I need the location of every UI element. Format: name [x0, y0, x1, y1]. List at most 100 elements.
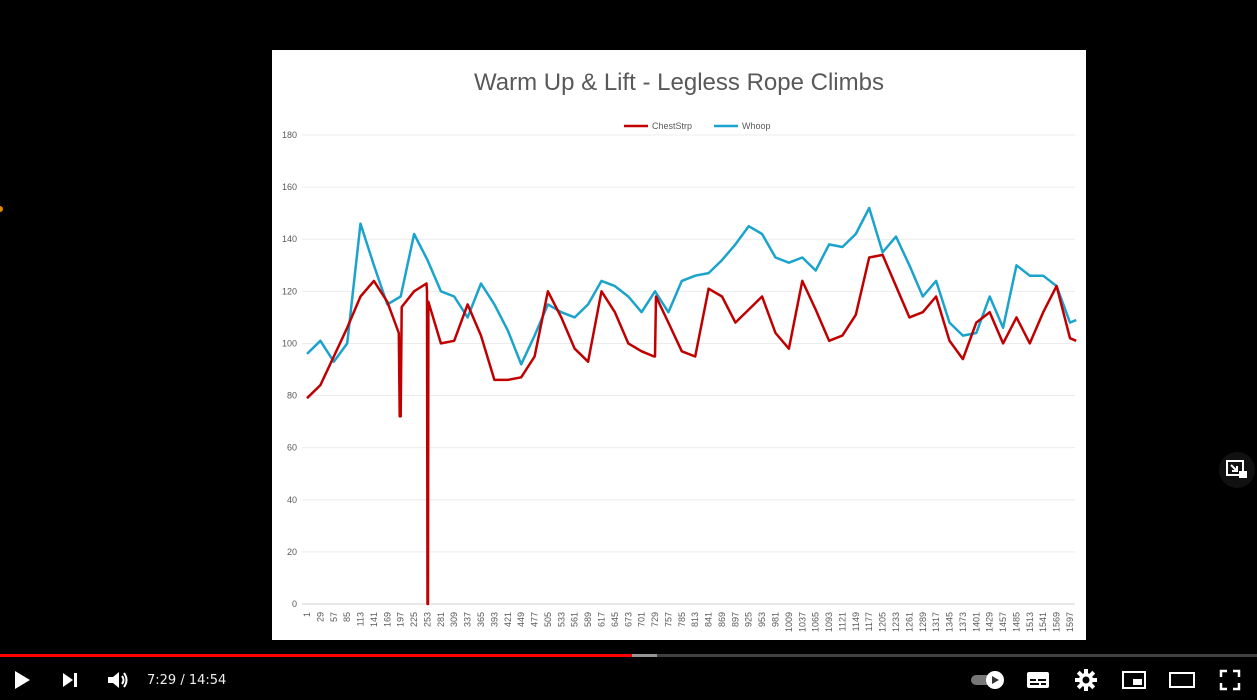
chart-title: Warm Up & Lift - Legless Rope Climbs: [474, 69, 884, 96]
x-tick-label: 561: [570, 612, 580, 627]
y-tick-label: 20: [287, 547, 297, 557]
x-tick-label: 1233: [891, 612, 901, 632]
x-tick-label: 1429: [985, 612, 995, 632]
fullscreen-button[interactable]: [1216, 660, 1244, 700]
x-tick-label: 281: [436, 612, 446, 627]
x-tick-label: 169: [382, 612, 392, 627]
play-button[interactable]: [8, 660, 36, 700]
x-tick-label: 113: [356, 612, 366, 626]
x-tick-label: 85: [342, 612, 352, 622]
x-tick-label: 1597: [1065, 612, 1075, 632]
x-tick-label: 1205: [878, 612, 888, 632]
subtitles-icon: [1027, 672, 1049, 688]
x-tick-label: 1485: [1011, 612, 1021, 632]
x-tick-label: 1569: [1052, 612, 1062, 632]
x-tick-label: 1513: [1025, 612, 1035, 632]
x-tick-label: 421: [503, 612, 513, 627]
y-tick-label: 0: [292, 599, 297, 609]
x-tick-label: 869: [717, 612, 727, 627]
x-tick-label: 225: [409, 612, 419, 627]
x-tick-label: 897: [730, 612, 740, 627]
current-time: 7:29: [147, 673, 177, 688]
x-tick-label: 925: [744, 612, 754, 627]
series-lines: [306, 206, 1077, 606]
x-tick-label: 253: [422, 612, 432, 627]
x-tick-label: 1177: [864, 612, 874, 631]
x-tick-label: 1065: [811, 612, 821, 632]
x-tick-label: 365: [476, 612, 486, 627]
x-tick-label: 197: [396, 612, 406, 627]
fullscreen-icon: [1219, 669, 1241, 691]
x-tick-label: 1009: [784, 612, 794, 632]
y-tick-label: 100: [282, 338, 297, 348]
play-icon: [15, 671, 30, 689]
x-tick-label: 1541: [1038, 612, 1048, 632]
legend-label: Whoop: [742, 121, 771, 131]
player-controls: 7:29 / 14:54: [0, 660, 1257, 700]
x-tick-label: 141: [369, 612, 379, 627]
x-tick-label: 1457: [998, 612, 1008, 632]
x-tick-label: 589: [583, 612, 593, 627]
expand-button[interactable]: [1219, 452, 1255, 488]
y-tick-label: 160: [282, 182, 297, 192]
x-tick-label: 1373: [958, 612, 968, 632]
expand-icon: [1226, 460, 1247, 478]
miniplayer-button[interactable]: [1120, 660, 1148, 700]
y-axis-ticks: 0 20 40 60 80 100 120 140 160 180: [282, 130, 297, 609]
settings-button[interactable]: [1072, 660, 1100, 700]
next-button[interactable]: [56, 660, 84, 700]
y-tick-label: 120: [282, 286, 297, 296]
legend-label: ChestStrp: [652, 121, 692, 131]
gridlines: [302, 134, 1075, 605]
subtitles-button[interactable]: [1024, 660, 1052, 700]
x-tick-label: 309: [449, 612, 459, 627]
theater-mode-button[interactable]: [1168, 660, 1196, 700]
y-tick-label: 140: [282, 234, 297, 244]
y-tick-label: 180: [282, 130, 297, 140]
time-separator: /: [176, 673, 189, 688]
x-tick-label: 757: [663, 612, 673, 627]
x-tick-label: 953: [757, 612, 767, 627]
played-bar: [0, 654, 632, 657]
x-tick-label: 673: [623, 612, 633, 627]
volume-button[interactable]: [104, 660, 132, 700]
x-tick-label: 645: [610, 612, 620, 627]
x-tick-label: 813: [690, 612, 700, 627]
x-tick-label: 729: [650, 612, 660, 627]
autoplay-toggle[interactable]: [968, 660, 1006, 700]
x-tick-label: 1121: [837, 612, 847, 631]
x-axis-ticks: 1 29 57 85 113 141 169 197 225 253 281 309 337 365 393…: [302, 612, 1075, 632]
series-line-cheststrp: [306, 253, 1077, 606]
x-tick-label: 505: [543, 612, 553, 627]
y-tick-label: 80: [287, 391, 297, 401]
x-tick-label: 533: [556, 612, 566, 627]
theater-mode-icon: [1169, 672, 1195, 688]
orange-indicator-dot: [0, 206, 3, 212]
settings-icon: [1075, 669, 1097, 691]
x-tick-label: 841: [704, 612, 714, 627]
x-tick-label: 617: [596, 612, 606, 627]
x-tick-label: 1317: [931, 612, 941, 632]
y-tick-label: 60: [287, 443, 297, 453]
series-line-whoop: [306, 206, 1077, 366]
x-tick-label: 1261: [904, 612, 914, 632]
x-tick-label: 785: [677, 612, 687, 627]
video-frame-chart: Warm Up & Lift - Legless Rope Climbs 0 20…: [272, 50, 1086, 640]
x-tick-label: 29: [315, 612, 325, 622]
x-tick-label: 1289: [918, 612, 928, 632]
x-tick-label: 1345: [945, 612, 955, 632]
volume-icon: [108, 672, 128, 688]
x-tick-label: 337: [463, 612, 473, 627]
duration: 14:54: [188, 673, 227, 688]
x-tick-label: 1: [302, 612, 312, 617]
x-tick-label: 701: [637, 612, 647, 627]
x-tick-label: 981: [771, 612, 781, 627]
x-tick-label: 1037: [797, 612, 807, 632]
autoplay-toggle-icon: [971, 671, 1004, 689]
y-tick-label: 40: [287, 495, 297, 505]
time-display: 7:29 / 14:54: [147, 673, 226, 688]
progress-bar[interactable]: [0, 654, 1257, 657]
x-tick-label: 1149: [851, 612, 861, 631]
x-tick-label: 1401: [971, 612, 981, 632]
x-tick-label: 449: [516, 612, 526, 627]
